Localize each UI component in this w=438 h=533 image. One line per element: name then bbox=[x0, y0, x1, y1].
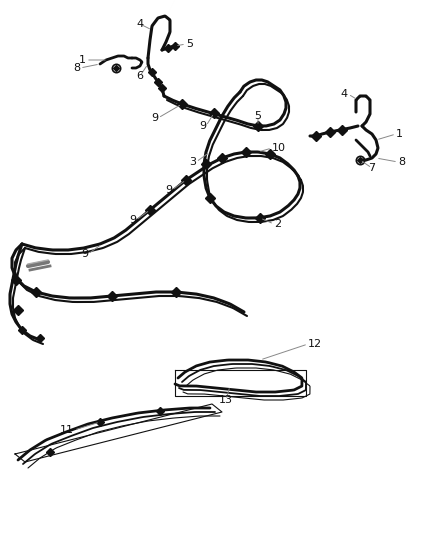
Text: 5: 5 bbox=[254, 111, 261, 121]
Text: 9: 9 bbox=[151, 113, 158, 123]
Text: 9: 9 bbox=[199, 121, 206, 131]
Text: 9: 9 bbox=[129, 215, 136, 225]
Text: 13: 13 bbox=[219, 395, 233, 405]
Text: 5: 5 bbox=[186, 39, 193, 49]
Text: 3: 3 bbox=[189, 157, 196, 167]
Text: 10: 10 bbox=[272, 143, 286, 153]
Text: 4: 4 bbox=[341, 89, 348, 99]
Text: 9: 9 bbox=[165, 185, 172, 195]
Text: 6: 6 bbox=[137, 71, 144, 81]
Text: 9: 9 bbox=[81, 249, 88, 259]
Text: 1: 1 bbox=[396, 129, 403, 139]
Text: 2: 2 bbox=[274, 219, 281, 229]
Text: 12: 12 bbox=[308, 339, 322, 349]
Text: 1: 1 bbox=[79, 55, 86, 65]
Text: 8: 8 bbox=[73, 63, 80, 73]
Text: 4: 4 bbox=[137, 19, 144, 29]
Text: 11: 11 bbox=[60, 425, 74, 435]
Text: 8: 8 bbox=[398, 157, 405, 167]
Text: 7: 7 bbox=[368, 163, 375, 173]
